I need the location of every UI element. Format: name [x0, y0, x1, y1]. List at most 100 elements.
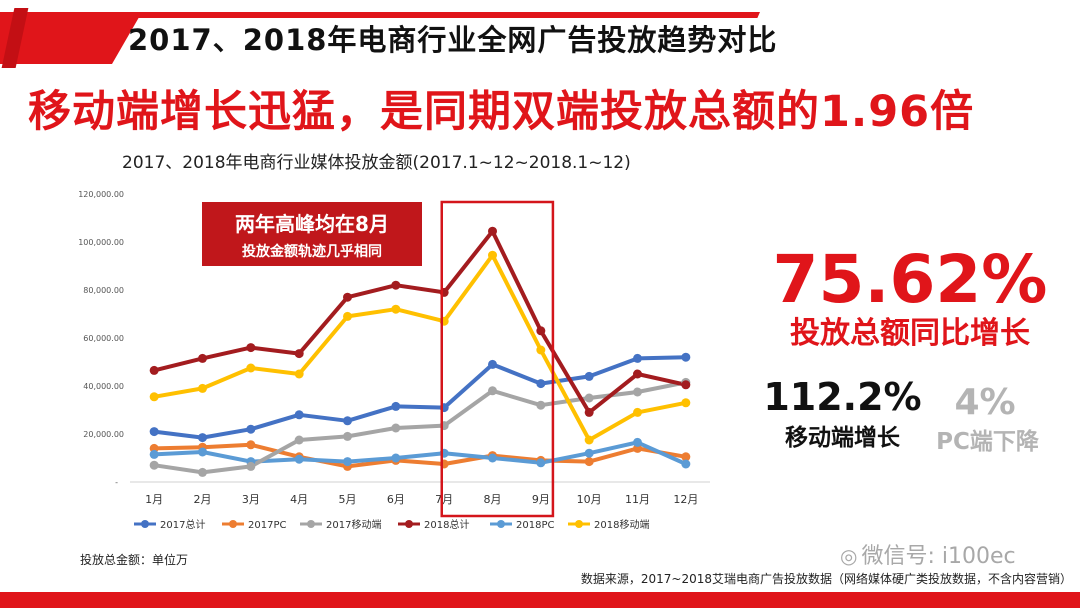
data-point: [343, 431, 352, 441]
data-point: [633, 387, 642, 397]
series-lines: [152, 229, 688, 475]
footer-stripe: [0, 592, 1080, 608]
x-tick-label: 4月: [290, 493, 308, 506]
annotation-callout: 两年高峰均在8月 投放金额轨迹几乎相同: [202, 202, 422, 266]
x-tick-label: 2月: [194, 493, 212, 506]
data-point: [198, 383, 207, 393]
legend-label: 2017移动端: [326, 518, 381, 531]
data-point: [391, 304, 401, 314]
series-line: [152, 229, 688, 415]
x-tick-label: 12月: [673, 493, 698, 506]
data-point: [584, 448, 594, 458]
annotation-line-2: 投放金额轨迹几乎相同: [242, 243, 382, 260]
highlight-box: [440, 200, 555, 518]
data-point: [633, 407, 642, 417]
data-point: [343, 416, 352, 426]
legend-swatch-dot: [497, 520, 505, 528]
data-point: [198, 447, 207, 457]
x-axis-ticks: 1月 2月 3月 4月 5月 6月 7月 8月 9月 10月 11月 12月: [145, 493, 698, 506]
data-point: [149, 460, 159, 470]
data-point: [488, 359, 497, 369]
pc-change-value: 4%: [954, 382, 1016, 423]
data-point: [681, 459, 691, 469]
headline: 移动端增长迅猛，是同期双端投放总额的1.96倍: [28, 87, 975, 137]
data-point: [246, 343, 256, 353]
data-point: [391, 280, 401, 290]
chart-legend: 2017总计 2017PC 2017移动端 2018总计 2018PC 2018移动端: [134, 518, 649, 531]
x-tick-label: 3月: [242, 493, 260, 506]
x-tick-label: 6月: [387, 493, 405, 506]
data-point: [294, 454, 304, 464]
y-tick-label: 20,000.00: [83, 430, 124, 439]
data-point: [584, 407, 594, 417]
data-point: [246, 424, 256, 434]
y-tick-zero-mark: -: [115, 478, 118, 487]
data-point: [246, 440, 256, 450]
data-point: [343, 311, 352, 321]
legend-swatch-dot: [229, 520, 237, 528]
data-point: [294, 410, 304, 420]
legend-label: 2017总计: [160, 518, 205, 531]
pc-change-label: PC端下降: [936, 429, 1039, 455]
data-point: [681, 398, 691, 408]
total-growth-label: 投放总额同比增长: [790, 316, 1030, 351]
wechat-icon: ◎: [840, 544, 858, 568]
data-point: [536, 326, 546, 336]
y-tick-label: 100,000.00: [78, 238, 124, 247]
x-tick-label: 8月: [484, 493, 502, 506]
data-point: [536, 400, 546, 410]
x-tick-label: 11月: [625, 493, 650, 506]
legend-label: 2018PC: [516, 520, 554, 531]
unit-note: 投放总金额：单位万: [80, 553, 189, 567]
data-point: [149, 449, 159, 459]
data-point: [391, 423, 401, 433]
data-point: [633, 369, 642, 379]
data-point: [536, 345, 546, 355]
legend-label: 2017PC: [248, 520, 286, 531]
data-point: [681, 380, 691, 390]
data-point: [536, 379, 546, 389]
series-line: [152, 380, 688, 475]
data-point: [584, 393, 594, 403]
data-point: [198, 467, 207, 477]
data-point: [681, 452, 691, 462]
header-title-box: [112, 18, 776, 64]
data-point: [488, 250, 497, 260]
legend-swatch-dot: [575, 520, 583, 528]
data-point: [488, 226, 497, 236]
chart-title: 2017、2018年电商行业媒体投放金额(2017.1~12~2018.1~12…: [122, 153, 631, 173]
data-point: [391, 401, 401, 411]
data-point: [149, 392, 159, 402]
data-point: [584, 371, 594, 381]
annotation-background: [202, 202, 422, 266]
line-chart: 20,000.00 40,000.00 60,000.00 80,000.00 100,…: [78, 190, 710, 531]
x-tick-label: 5月: [339, 493, 357, 506]
data-point: [488, 453, 497, 463]
legend-label: 2018总计: [424, 518, 469, 531]
data-point: [149, 365, 159, 375]
series-line: [152, 253, 688, 442]
watermark-text: 微信号: i100ec: [861, 544, 1016, 569]
y-tick-label: 120,000.00: [78, 190, 124, 199]
x-tick-label: 9月: [532, 493, 550, 506]
legend-label: 2018移动端: [594, 518, 649, 531]
data-point: [536, 458, 546, 468]
total-growth-value: 75.62%: [772, 241, 1048, 318]
x-tick-label: 10月: [577, 493, 602, 506]
data-point: [294, 369, 304, 379]
data-point: [149, 427, 159, 437]
watermark: ◎ 微信号: i100ec: [840, 542, 1016, 570]
y-tick-label: 40,000.00: [83, 382, 124, 391]
data-point: [198, 433, 207, 443]
y-tick-label: 60,000.00: [83, 334, 124, 343]
y-axis-ticks: 20,000.00 40,000.00 60,000.00 80,000.00 100,…: [78, 190, 124, 487]
legend-swatch-dot: [307, 520, 315, 528]
legend-swatch-dot: [141, 520, 149, 528]
data-point: [584, 457, 594, 467]
mobile-growth-value: 112.2%: [763, 375, 922, 419]
series-line: [152, 442, 688, 469]
data-point: [294, 349, 304, 359]
data-point: [584, 435, 594, 445]
data-point: [681, 352, 691, 362]
data-point: [633, 353, 642, 363]
